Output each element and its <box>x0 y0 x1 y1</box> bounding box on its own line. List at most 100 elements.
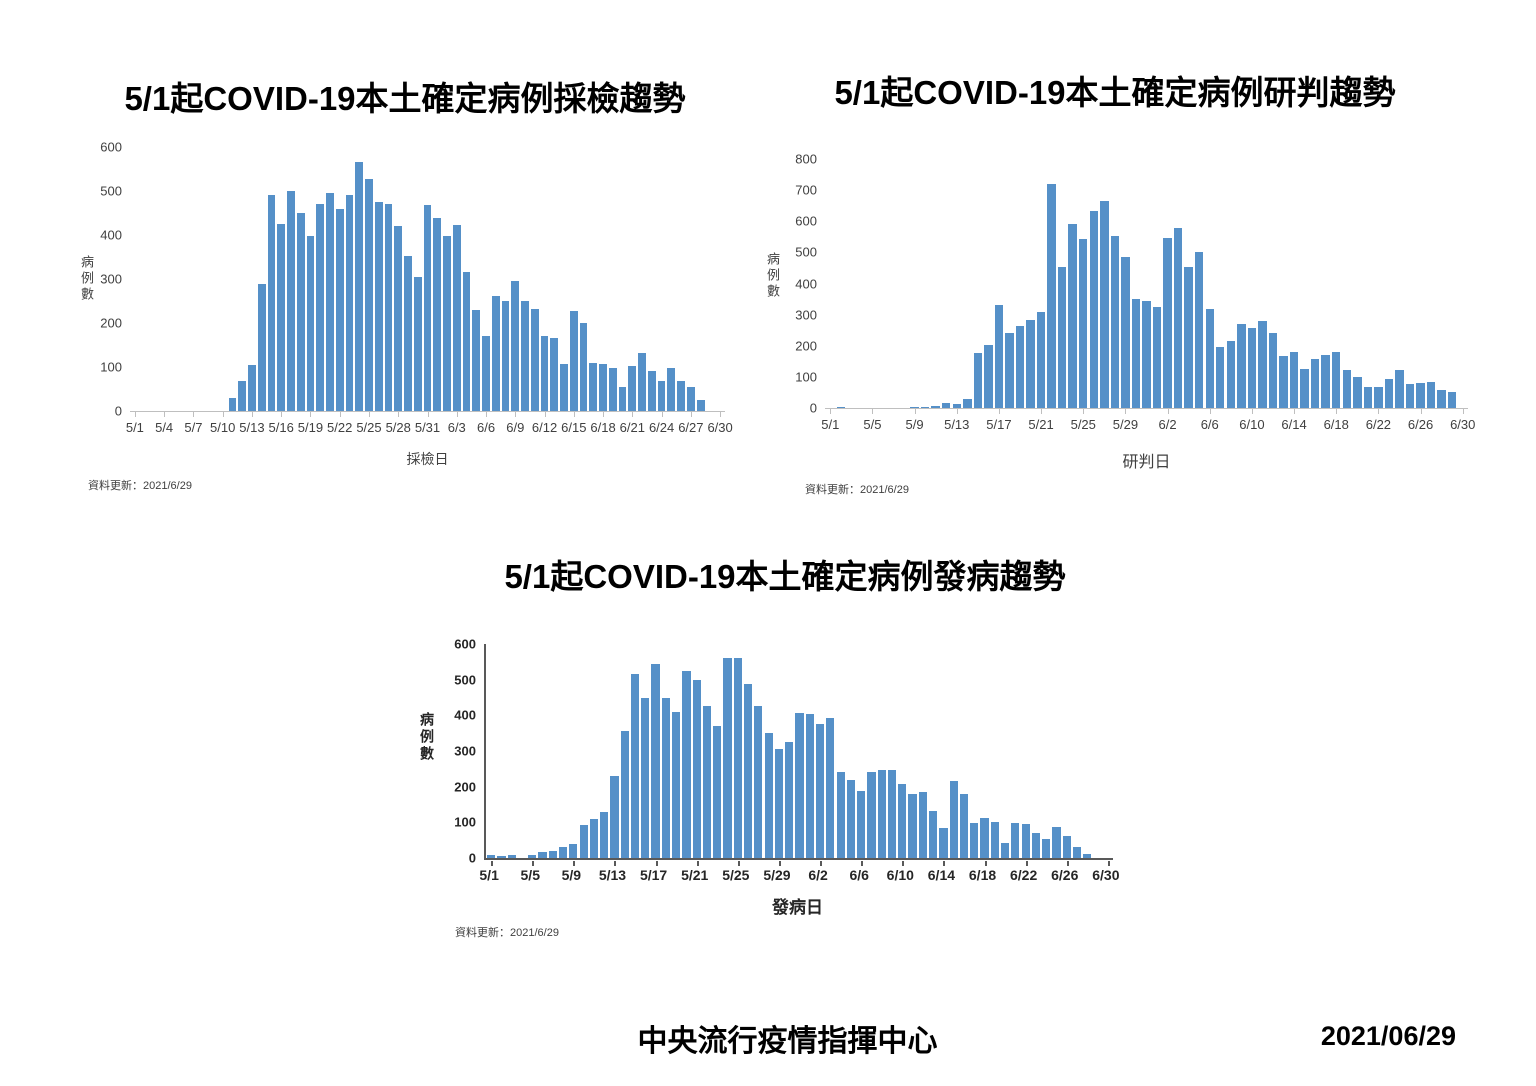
bar-5/9 <box>569 843 578 858</box>
axis-tick <box>690 412 692 417</box>
x-axis: 5/1 5/4 5/7 5/10 5/13 5/16 5/19 5/22 5/25 5/28 5/3… <box>126 420 733 439</box>
axis-tick <box>861 861 864 866</box>
data-update-note: 資料更新：2021/6/29 <box>805 484 909 496</box>
axis-tick <box>914 409 916 414</box>
axis-tick <box>1025 861 1028 866</box>
axis-tick <box>603 412 605 417</box>
axis-tick <box>573 412 575 417</box>
y-tick-label: 200 <box>795 338 817 354</box>
bar-6/9 <box>887 770 897 858</box>
axis-tick <box>632 412 634 417</box>
axis-tick <box>339 412 341 417</box>
bar-5/10 <box>579 824 588 858</box>
bar-5/28 <box>764 733 773 858</box>
bar-6/18 <box>1332 351 1341 408</box>
bar-6/14 <box>1289 351 1299 408</box>
x-tick-label: 5/13 <box>239 420 265 435</box>
bar-6/14 <box>560 364 568 411</box>
y-tick-label: 0 <box>114 403 122 419</box>
axis-tick <box>943 861 946 866</box>
y-tick-label: 600 <box>100 139 122 155</box>
bar-6/7 <box>1216 346 1225 408</box>
bar-5/15 <box>630 673 640 858</box>
bar-5/22 <box>702 705 712 858</box>
x-tick-label: 6/10 <box>1239 417 1265 432</box>
bar-6/27 <box>1426 381 1436 408</box>
x-tick-label: 6/14 <box>1281 417 1307 432</box>
bar-5/24 <box>355 162 364 411</box>
y-axis-title: 病例數 <box>419 712 435 763</box>
x-tick-label: 6/10 <box>886 867 914 883</box>
y-tick-label: 0 <box>468 850 476 866</box>
axis-tick <box>998 409 1000 414</box>
x-tick-label: 6/6 <box>476 420 496 435</box>
bar-5/27 <box>384 204 393 411</box>
bar-6/2 <box>1163 238 1172 408</box>
axis-tick <box>134 412 136 417</box>
x-tick-label: 6/30 <box>1450 417 1476 432</box>
bar-6/14 <box>939 828 948 858</box>
bar-6/2 <box>443 236 451 411</box>
bar-6/25 <box>1052 827 1061 858</box>
x-tick-label: 6/2 <box>1158 417 1177 432</box>
bar-5/15 <box>973 352 983 408</box>
x-tick-label: 6/22 <box>1010 867 1038 883</box>
x-tick-label: 6/18 <box>968 867 997 883</box>
bar-5/13 <box>952 403 961 408</box>
axis-tick <box>310 412 312 417</box>
x-axis-title: 研判日 <box>1122 454 1171 471</box>
y-tick-label: 0 <box>809 400 817 416</box>
bar-6/27 <box>1072 847 1082 858</box>
x-axis: 5/1 5/5 5/9 5/13 5/17 5/21 5/25 5/29 6/2 6/6 6/10 6… <box>479 867 1119 886</box>
bar-5/3 <box>507 855 516 858</box>
bar-5/23 <box>713 726 722 858</box>
axis-tick <box>696 861 699 866</box>
plot-area <box>484 644 1113 866</box>
x-axis: 5/1 5/5 5/9 5/13 5/17 5/21 5/25 5/29 6/2 6/6 6/10 6… <box>821 417 1475 436</box>
bar-6/6 <box>1205 309 1214 408</box>
bar-5/25 <box>733 658 742 858</box>
axis-tick <box>872 409 874 414</box>
bar-5/26 <box>743 683 753 858</box>
axis-tick <box>1336 409 1338 414</box>
x-tick-label: 5/13 <box>598 867 627 883</box>
y-tick-label: 400 <box>100 227 122 243</box>
x-tick-label: 6/9 <box>506 420 525 435</box>
axis-tick <box>544 412 546 417</box>
bar-5/12 <box>942 403 951 408</box>
bar-6/24 <box>657 381 666 411</box>
axis-tick <box>902 861 905 866</box>
axis-tick <box>1420 409 1422 414</box>
x-tick-label: 5/19 <box>297 420 324 435</box>
bar-6/10 <box>898 784 907 858</box>
bar-6/23 <box>1384 378 1394 408</box>
bar-6/21 <box>1363 387 1373 408</box>
bar-5/23 <box>345 195 354 411</box>
axis-tick <box>164 412 166 417</box>
bar-6/22 <box>1374 386 1383 408</box>
axis-tick <box>1066 861 1069 866</box>
axis-tick <box>193 412 195 417</box>
x-tick-label: 5/29 <box>1112 417 1139 432</box>
axis-tick <box>956 409 958 414</box>
x-tick-label: 6/14 <box>927 867 956 883</box>
x-tick-label: 5/1 <box>479 867 499 883</box>
y-tick-label: 100 <box>795 369 817 385</box>
bar-6/26 <box>1416 383 1425 408</box>
bar-5/21 <box>1036 311 1046 408</box>
x-tick-label: 5/21 <box>681 867 709 883</box>
bar-6/20 <box>1353 377 1362 408</box>
x-tick-label: 5/25 <box>722 867 750 883</box>
bar-5/24 <box>723 658 732 858</box>
bar-5/20 <box>316 204 325 411</box>
x-tick-label: 6/18 <box>590 420 616 435</box>
bar-5/25 <box>365 179 373 411</box>
bar-6/24 <box>1395 369 1404 408</box>
plot-area <box>130 147 725 417</box>
bar-6/19 <box>608 367 617 411</box>
bar-6/2 <box>815 724 825 858</box>
bar-5/26 <box>1089 210 1098 408</box>
bar-5/27 <box>1100 201 1109 408</box>
bar-5/16 <box>641 697 650 858</box>
y-axis: 0 100 200 300 400 500 600 <box>426 638 476 865</box>
